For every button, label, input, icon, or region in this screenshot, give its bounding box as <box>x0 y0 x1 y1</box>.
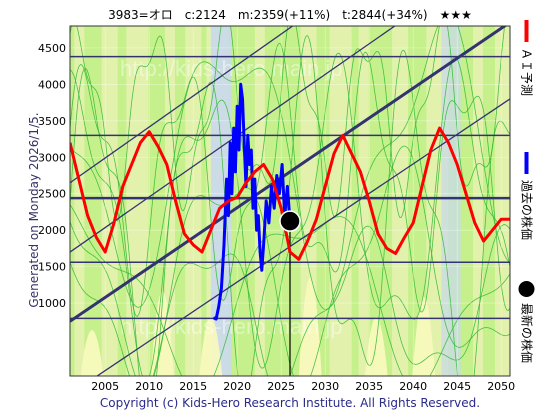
y-tick-label: 2500 <box>38 188 66 201</box>
legend-past-swatch <box>525 151 529 174</box>
y-tick-label: 1500 <box>38 261 66 274</box>
decor-band <box>473 26 484 376</box>
plot-frame <box>69 25 511 377</box>
plot-clip-group: http://kids-hero.main.jphttp://kids-hero… <box>70 26 510 376</box>
x-tick-label: 2030 <box>311 380 339 393</box>
y-tick-label: 3500 <box>38 115 66 128</box>
legend-latest-label: 最新の株価 <box>519 302 534 364</box>
x-tick-label: 2045 <box>443 380 471 393</box>
decor-band <box>165 26 176 376</box>
trend-line <box>70 26 508 323</box>
decor-yellow-peak <box>199 316 223 376</box>
x-tick-label: 2010 <box>135 380 163 393</box>
decor-green-line <box>70 224 510 376</box>
y-tick-label: 2000 <box>38 224 66 237</box>
decor-yellow-peak <box>364 316 388 376</box>
decor-band <box>329 26 352 376</box>
decor-green-line <box>70 26 506 222</box>
decor-band <box>495 26 510 376</box>
decor-green-line <box>70 35 510 376</box>
decor-green-line <box>70 26 510 310</box>
trend-line <box>70 26 294 184</box>
decor-band <box>254 26 265 376</box>
tick-labels: 2005 2010 2015 2020 2025 2030 2035 2040 2045 2050… <box>38 42 515 393</box>
legend-ai-forecast: ＡＩ予測 <box>519 19 536 97</box>
x-tick-label: 2020 <box>223 380 251 393</box>
decor-band <box>358 26 369 376</box>
x-tick-label: 2015 <box>179 380 207 393</box>
decor-yellow-peak <box>298 277 322 376</box>
plot-area: http://kids-hero.main.jphttp://kids-hero… <box>38 26 515 393</box>
legend-latest-dot <box>519 280 535 297</box>
x-tick-label: 2025 <box>267 380 295 393</box>
decor-yellow-peak <box>80 330 104 376</box>
decor-band <box>392 26 409 376</box>
y-tick-label: 4500 <box>38 42 66 55</box>
x-tick-label: 2040 <box>399 380 427 393</box>
series-ai-forecast-line <box>70 126 510 261</box>
decor-green-line <box>70 42 510 318</box>
legend-ai-swatch <box>525 19 529 42</box>
chart-title: 3983=オロ c:2124 m:2359(+11%) t:2844(+34%)… <box>108 8 472 22</box>
y-tick-label: 4000 <box>38 78 66 91</box>
decor-band <box>101 26 118 376</box>
legend-ai-label: ＡＩ予測 <box>519 47 534 97</box>
y-tick-label: 3000 <box>38 151 66 164</box>
generated-date-label: Generated on Monday 2026/1/5. <box>27 112 41 308</box>
copyright-footer: Copyright (c) Kids-Hero Research Institu… <box>99 396 481 410</box>
legend-past-price: 過去の株価 <box>519 151 536 241</box>
legend-latest-price: 最新の株価 <box>519 280 536 364</box>
trend-line <box>70 26 396 253</box>
decor-blue-band <box>441 26 461 376</box>
legend-past-label: 過去の株価 <box>519 179 534 241</box>
x-tick-label: 2005 <box>91 380 119 393</box>
decor-band <box>74 26 85 376</box>
y-tick-label: 1000 <box>38 297 66 310</box>
series-past-price-line <box>212 82 292 321</box>
x-tick-label: 2035 <box>355 380 383 393</box>
latest-price-point <box>279 210 301 232</box>
x-tick-label: 2050 <box>487 380 515 393</box>
